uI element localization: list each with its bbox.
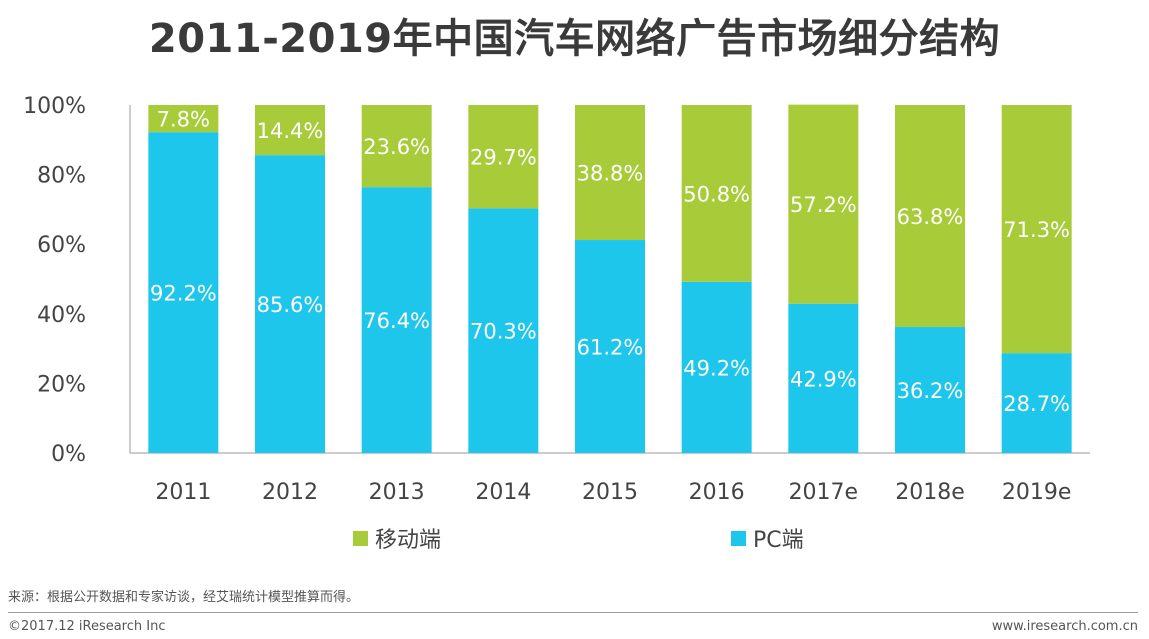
x-tick-label: 2014 xyxy=(475,480,531,505)
footer-divider xyxy=(8,612,1138,613)
bar-data-label: 49.2% xyxy=(683,356,750,380)
bar-segment xyxy=(788,303,859,453)
legend-label: 移动端 xyxy=(375,528,441,553)
bar-segment xyxy=(681,105,752,282)
bar-data-label: 29.7% xyxy=(470,146,537,170)
chart-title: 2011-2019年中国汽车网络广告市场细分结构 xyxy=(148,16,1001,62)
bar-segment xyxy=(895,327,965,453)
bar-data-label: 61.2% xyxy=(577,336,644,360)
bar-segment xyxy=(788,104,859,304)
bar-data-label: 63.8% xyxy=(897,205,964,229)
x-tick-label: 2018e xyxy=(895,480,965,505)
website-link[interactable]: www.iresearch.com.cn xyxy=(991,619,1138,634)
x-tick-label: 2011 xyxy=(155,480,211,505)
bar-data-label: 7.8% xyxy=(157,108,210,132)
bar-segment xyxy=(575,240,645,453)
bar-data-label: 57.2% xyxy=(790,193,857,217)
bar-segment xyxy=(468,105,539,209)
y-tick-label: 40% xyxy=(37,303,86,328)
bar-segment xyxy=(575,105,645,241)
y-tick-label: 60% xyxy=(37,233,86,258)
bar-data-label: 50.8% xyxy=(683,182,750,206)
source-note: 来源：根据公开数据和专家访谈，经艾瑞统计模型推算而得。 xyxy=(8,590,360,605)
bar-segment xyxy=(361,187,432,454)
x-tick-label: 2013 xyxy=(369,480,425,505)
y-tick-label: 0% xyxy=(51,442,86,467)
bar-data-label: 14.4% xyxy=(257,119,324,143)
x-tick-label: 2017e xyxy=(789,480,859,505)
bar-data-label: 23.6% xyxy=(363,135,430,159)
bar-segment xyxy=(681,281,752,453)
y-tick-label: 100% xyxy=(23,94,86,119)
legend-label: PC端 xyxy=(753,528,804,553)
y-tick-label: 20% xyxy=(37,372,86,397)
bar-segment xyxy=(468,208,539,453)
bar-data-label: 36.2% xyxy=(897,379,964,403)
bar-data-label: 70.3% xyxy=(470,320,537,344)
bar-data-label: 42.9% xyxy=(790,367,857,391)
bar-data-label: 28.7% xyxy=(1003,392,1070,416)
bar-segment xyxy=(1001,353,1072,453)
legend-swatch xyxy=(731,531,746,546)
bar-segment xyxy=(1001,105,1072,354)
bar-data-label: 76.4% xyxy=(363,309,430,333)
bar-segment xyxy=(255,155,325,453)
bar-segment xyxy=(148,132,219,454)
copyright-text: ©2017.12 iResearch Inc xyxy=(8,619,166,634)
bar-segment xyxy=(361,105,432,188)
x-tick-label: 2019e xyxy=(1002,480,1072,505)
bar-segment xyxy=(895,105,965,328)
bar-data-label: 85.6% xyxy=(257,293,324,317)
x-tick-label: 2015 xyxy=(582,480,638,505)
x-tick-label: 2012 xyxy=(262,480,318,505)
legend-swatch xyxy=(353,531,368,546)
y-tick-label: 80% xyxy=(37,164,86,189)
x-tick-label: 2016 xyxy=(689,480,745,505)
bar-data-label: 38.8% xyxy=(577,162,644,186)
bar-segment xyxy=(255,105,325,156)
bar-data-label: 71.3% xyxy=(1003,218,1070,242)
bar-data-label: 92.2% xyxy=(150,282,217,306)
bar-segment xyxy=(148,105,219,133)
